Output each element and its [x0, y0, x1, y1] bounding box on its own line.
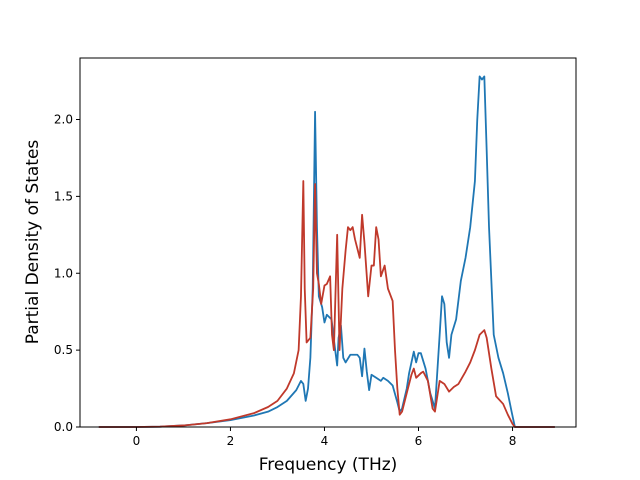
ticks-layer: 0 2 4 6 8 0.0 0.5 1.0 1.5 2.0 [54, 113, 516, 449]
y-tick-label: 1.5 [54, 189, 73, 203]
x-tick-label: 4 [321, 434, 329, 448]
x-tick-label: 8 [509, 434, 517, 448]
x-tick-label: 2 [227, 434, 235, 448]
y-axis-label: Partial Density of States [23, 140, 43, 345]
y-tick-label: 1.0 [54, 266, 73, 280]
series-layer [98, 75, 555, 428]
y-tick-label: 0.5 [54, 343, 73, 357]
series-line-2 [98, 180, 555, 428]
x-axis-label: Frequency (THz) [259, 455, 398, 475]
y-tick-label: 0.0 [54, 420, 73, 434]
series-line-1 [98, 75, 555, 428]
y-tick-label: 2.0 [54, 113, 73, 127]
plot-frame [79, 57, 577, 428]
x-tick-label: 6 [415, 434, 423, 448]
x-tick-label: 0 [133, 434, 141, 448]
